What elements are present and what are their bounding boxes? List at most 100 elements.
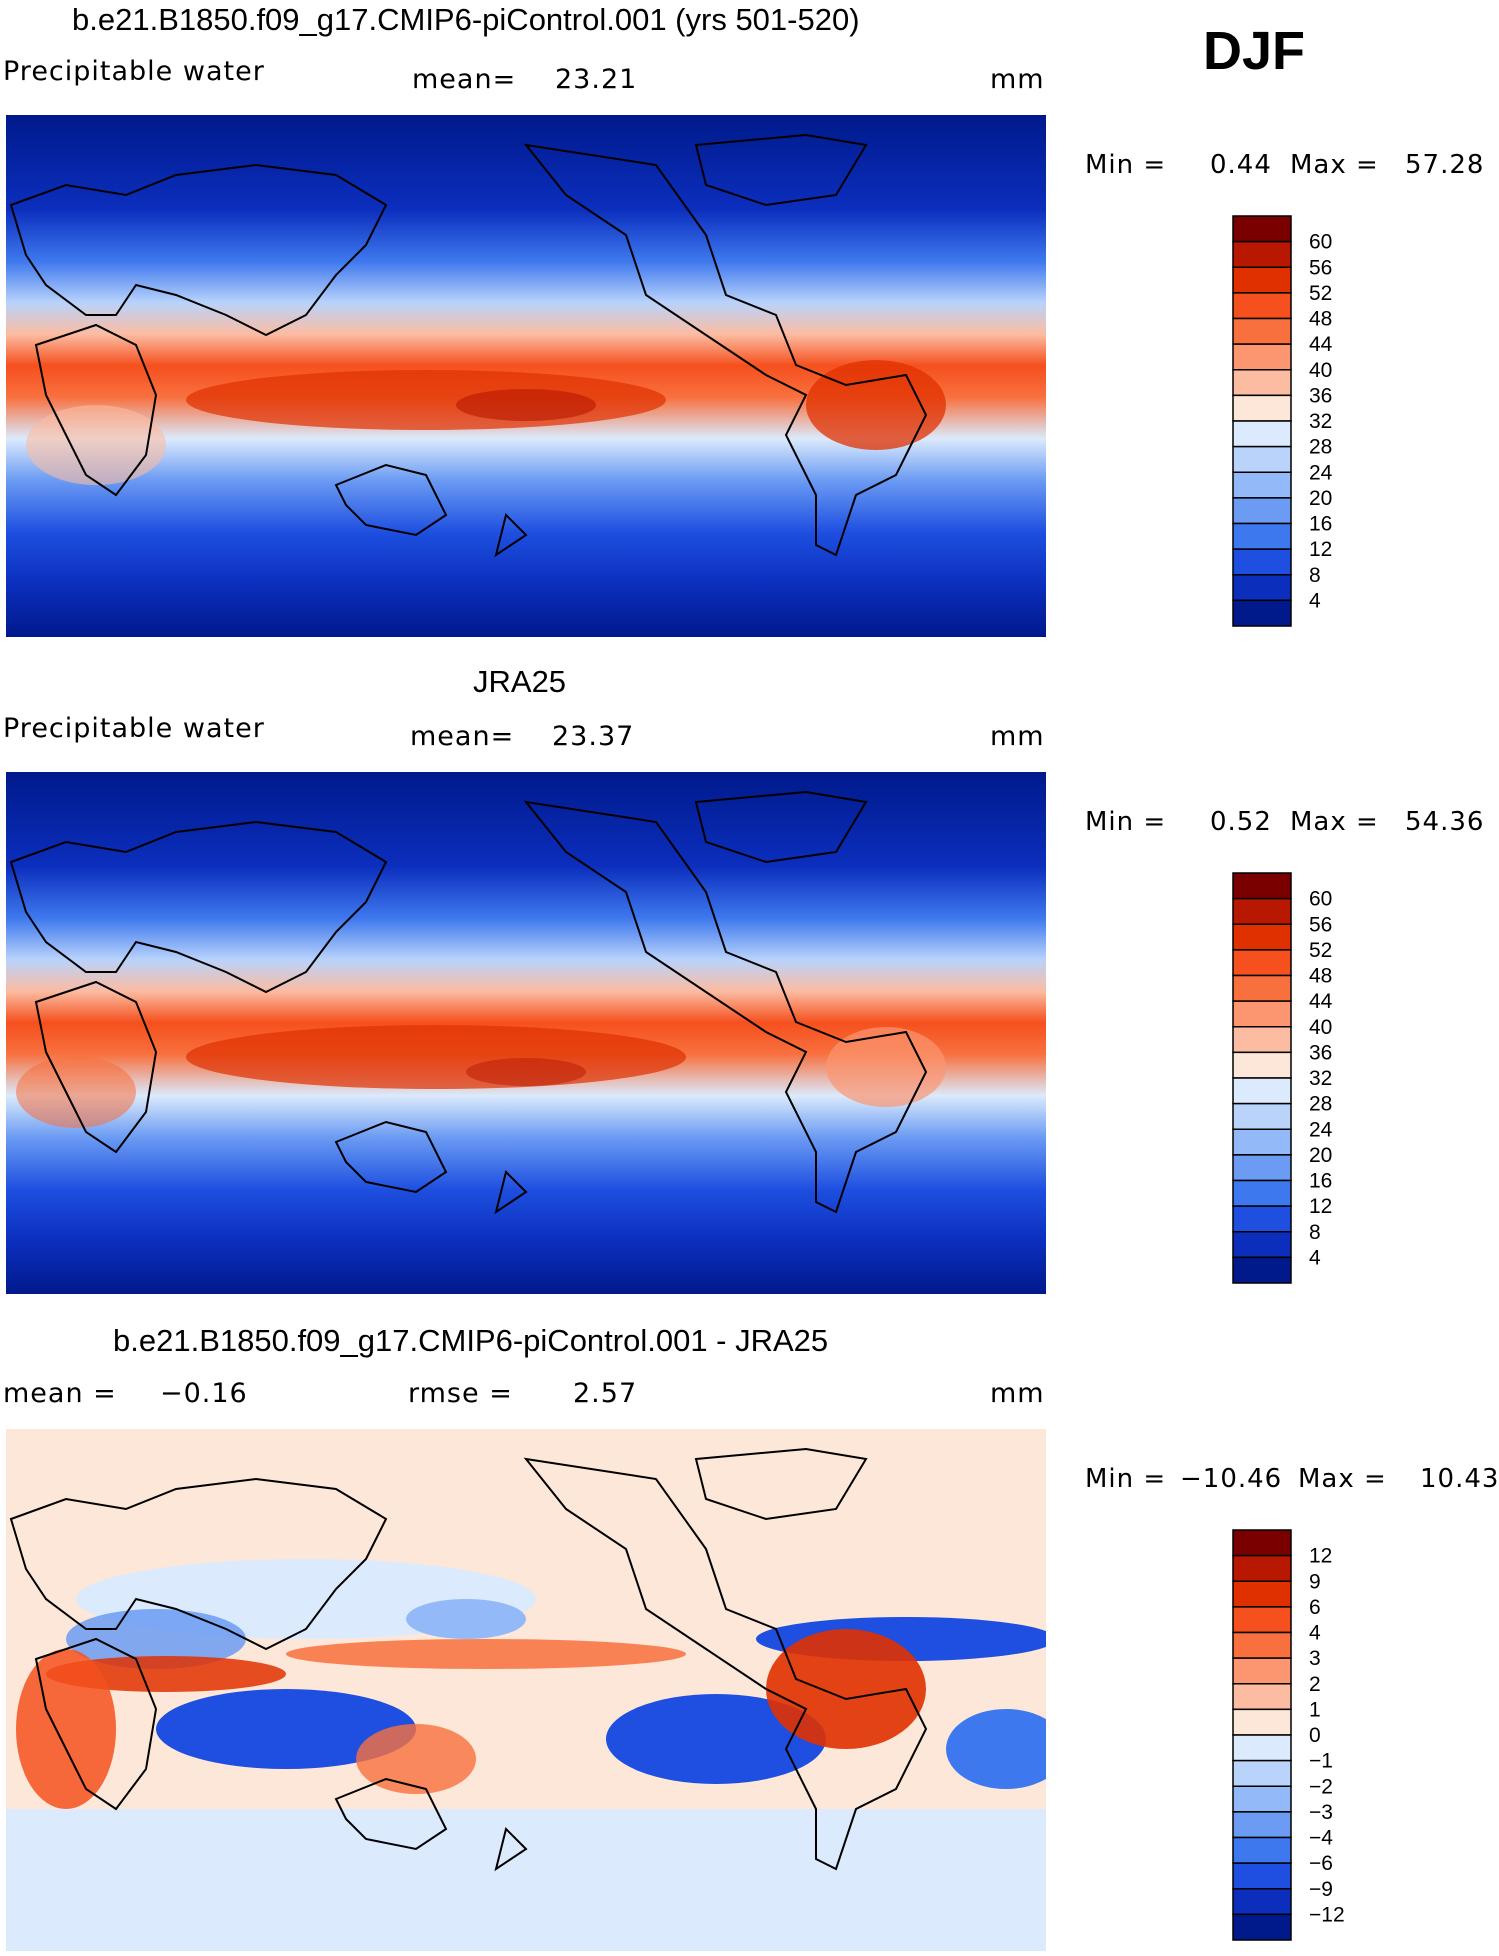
panel-2-min-label: Min = [1085,807,1167,837]
panel-1-mean-label: mean= [412,64,517,95]
colorbar-swatch [1232,923,1292,951]
colorbar-swatch [1232,1179,1292,1207]
colorbar-swatch [1232,1811,1292,1839]
panel-3-mean-value: −0.16 [160,1378,248,1409]
colorbar-swatch [1232,599,1292,627]
colorbar-swatch [1232,1529,1292,1557]
panel-3-rmse-label: rmse = [408,1378,513,1409]
colorbar-swatch [1232,574,1292,602]
colorbar-swatch [1232,497,1292,525]
colorbar-tick-label: 16 [1309,513,1332,536]
colorbar-tick-label: −12 [1309,1903,1345,1926]
colorbar-tick-label: 8 [1309,1221,1321,1244]
colorbar-tick-label: 16 [1309,1170,1332,1193]
colorbar-tick-label: 4 [1309,589,1321,612]
colorbar-tick-label: 20 [1309,1144,1332,1167]
colorbar-tick-label: 48 [1309,308,1332,331]
colorbar-swatch [1232,1580,1292,1608]
panel-1-max-value: 57.28 [1405,150,1485,180]
panel-3-units: mm [990,1378,1045,1409]
panel-3-max-label: Max = [1298,1464,1387,1494]
panel-3-title: b.e21.B1850.f09_g17.CMIP6-piControl.001 … [113,1323,829,1358]
colorbar-swatch [1232,1606,1292,1634]
panel-3-map [6,1429,1046,1951]
panel-2-mean-value: 23.37 [552,721,635,752]
colorbar-swatch [1232,1205,1292,1233]
colorbar-tick-label: 24 [1309,1118,1333,1141]
panel-2-max-label: Max = [1290,807,1379,837]
colorbar-tick-label: 20 [1309,487,1332,510]
colorbar-tick-label: −2 [1309,1775,1333,1798]
colorbar-tick-label: −6 [1309,1852,1333,1875]
panel-3-min-value: −10.46 [1180,1464,1283,1494]
panel-1-mean-value: 23.21 [555,64,638,95]
colorbar-swatch [1232,292,1292,320]
colorbar-tick-label: 44 [1309,990,1333,1013]
panel-2-title: JRA25 [473,664,567,699]
panel-1-variable: Precipitable water [3,56,265,87]
colorbar-tick-label: 56 [1309,913,1332,936]
colorbar-tick-label: 60 [1309,231,1332,254]
colorbar-tick-label: −1 [1309,1750,1333,1773]
panel-3-colorbar: 129 6 43 21 0 −1−2 −3 −4−6 −9−12 [1232,1529,1345,1941]
colorbar-tick-label: 28 [1309,436,1332,459]
colorbar-tick-label: 6 [1309,1596,1321,1619]
colorbar-swatch [1232,1759,1292,1787]
colorbar-swatch [1232,1077,1292,1105]
colorbar-tick-label: 0 [1309,1724,1321,1747]
colorbar-tick-label: 48 [1309,965,1332,988]
colorbar-swatch [1232,420,1292,448]
colorbar-tick-label: 12 [1309,1545,1332,1568]
colorbar-swatch [1232,266,1292,294]
colorbar-tick-label: 44 [1309,333,1333,356]
colorbar-tick-label: 36 [1309,1041,1332,1064]
colorbar-swatch [1232,445,1292,473]
colorbar-swatch [1232,522,1292,550]
colorbar-swatch [1232,872,1292,900]
colorbar-tick-label: 8 [1309,564,1321,587]
colorbar-swatch [1232,369,1292,397]
colorbar-swatch [1232,1256,1292,1284]
colorbar-swatch [1232,394,1292,422]
colorbar-tick-label: −3 [1309,1801,1333,1824]
colorbar-swatch [1232,974,1292,1002]
colorbar-swatch [1232,1231,1292,1259]
colorbar-swatch [1232,949,1292,977]
coastlines [9,790,928,1215]
colorbar-swatch [1232,1657,1292,1685]
colorbar-tick-label: 36 [1309,384,1332,407]
colorbar-swatch [1232,1000,1292,1028]
panel-3-rmse-value: 2.57 [573,1378,638,1409]
colorbar-tick-label: 40 [1309,1016,1332,1039]
colorbar-swatch [1232,240,1292,268]
colorbar-swatch [1232,471,1292,499]
colorbar-swatch [1232,1128,1292,1156]
colorbar-tick-label: 32 [1309,1067,1332,1090]
colorbar-swatch [1232,1708,1292,1736]
colorbar-tick-label: 4 [1309,1622,1321,1645]
panel-1-min-label: Min = [1085,150,1167,180]
panel-3-min-label: Min = [1085,1464,1167,1494]
colorbar-swatch [1232,1631,1292,1659]
colorbar-tick-label: −9 [1309,1878,1333,1901]
colorbar-swatch [1232,1683,1292,1711]
colorbar-tick-label: 32 [1309,410,1332,433]
colorbar-tick-label: 52 [1309,939,1332,962]
colorbar-tick-label: 2 [1309,1673,1321,1696]
panel-1-max-label: Max = [1290,150,1379,180]
panel-2-units: mm [990,721,1045,752]
colorbar-swatch [1232,1888,1292,1916]
panel-1-min-value: 0.44 [1210,150,1272,180]
colorbar-swatch [1232,897,1292,925]
colorbar-swatch [1232,317,1292,345]
colorbar-swatch [1232,1836,1292,1864]
panel-3-max-value: 10.43 [1420,1464,1499,1494]
colorbar-tick-label: 28 [1309,1093,1332,1116]
panel-1-map [6,115,1046,637]
colorbar-swatch [1232,1102,1292,1130]
colorbar-tick-label: 12 [1309,1195,1332,1218]
colorbar-tick-label: 56 [1309,256,1332,279]
colorbar-swatch [1232,343,1292,371]
panel-2-min-value: 0.52 [1210,807,1272,837]
colorbar-tick-label: 1 [1309,1698,1321,1721]
